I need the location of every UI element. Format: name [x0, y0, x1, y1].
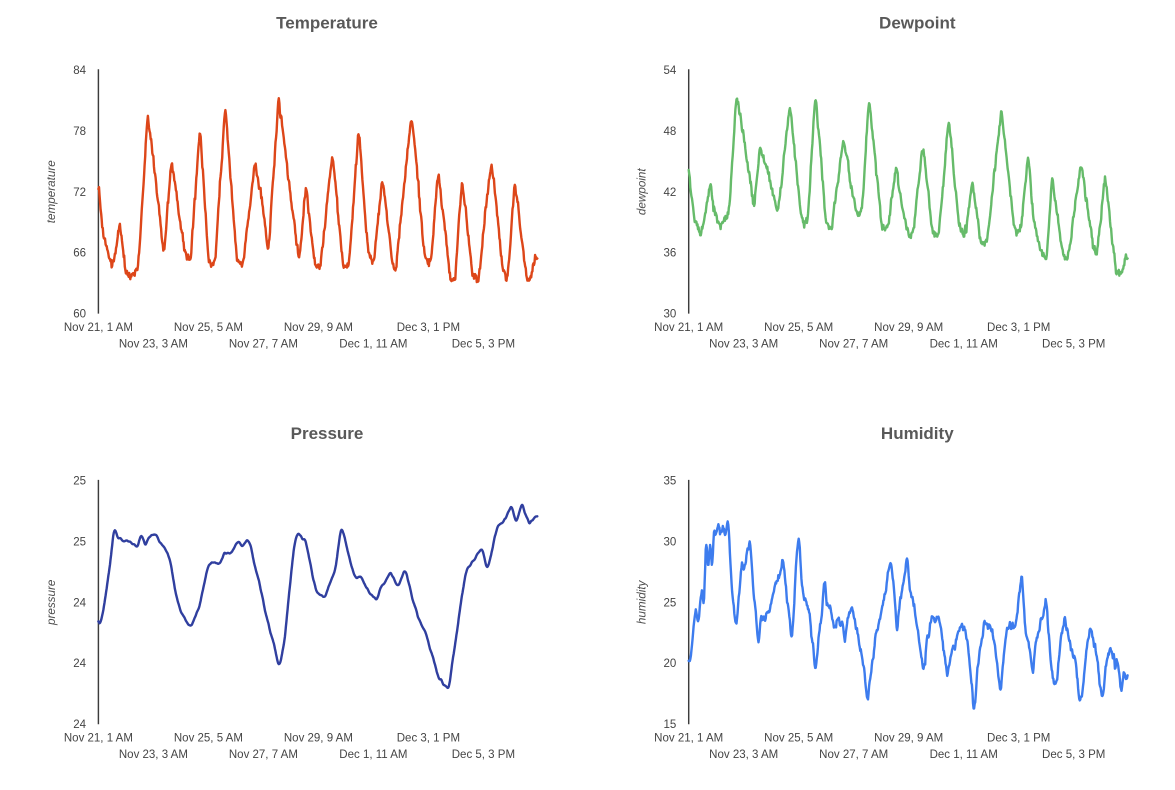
svg-text:Dec 1, 11 AM: Dec 1, 11 AM — [930, 749, 998, 761]
svg-text:Dec 3, 1 PM: Dec 3, 1 PM — [987, 733, 1050, 745]
svg-text:humidity: humidity — [635, 579, 648, 624]
svg-text:Dec 5, 3 PM: Dec 5, 3 PM — [452, 338, 515, 350]
svg-text:15: 15 — [664, 719, 677, 731]
svg-text:pressure: pressure — [45, 579, 58, 626]
svg-text:Nov 25, 5 AM: Nov 25, 5 AM — [174, 733, 243, 745]
svg-text:60: 60 — [73, 309, 86, 321]
svg-text:66: 66 — [73, 248, 86, 260]
svg-text:36: 36 — [664, 248, 677, 260]
svg-text:24: 24 — [73, 658, 86, 670]
svg-text:72: 72 — [73, 187, 86, 199]
svg-text:Nov 23, 3 AM: Nov 23, 3 AM — [709, 749, 778, 761]
svg-text:Dec 5, 3 PM: Dec 5, 3 PM — [1042, 749, 1105, 761]
svg-text:48: 48 — [664, 126, 677, 138]
svg-text:Nov 21, 1 AM: Nov 21, 1 AM — [64, 733, 133, 745]
svg-text:Dec 1, 11 AM: Dec 1, 11 AM — [339, 749, 407, 761]
svg-text:Dec 5, 3 PM: Dec 5, 3 PM — [1042, 338, 1105, 350]
svg-text:Dec 1, 11 AM: Dec 1, 11 AM — [930, 338, 998, 350]
svg-text:Nov 21, 1 AM: Nov 21, 1 AM — [64, 322, 133, 334]
svg-text:30: 30 — [664, 537, 677, 549]
svg-text:24: 24 — [73, 597, 86, 609]
svg-text:Nov 29, 9 AM: Nov 29, 9 AM — [874, 322, 943, 334]
svg-text:Nov 29, 9 AM: Nov 29, 9 AM — [874, 733, 943, 745]
svg-text:Temperature: Temperature — [276, 13, 378, 32]
svg-text:Nov 29, 9 AM: Nov 29, 9 AM — [284, 733, 353, 745]
svg-text:Dec 1, 11 AM: Dec 1, 11 AM — [339, 338, 407, 350]
svg-text:Nov 29, 9 AM: Nov 29, 9 AM — [284, 322, 353, 334]
svg-text:42: 42 — [664, 187, 677, 199]
svg-text:Dec 5, 3 PM: Dec 5, 3 PM — [452, 749, 515, 761]
svg-text:Dec 3, 1 PM: Dec 3, 1 PM — [397, 322, 460, 334]
svg-text:Nov 25, 5 AM: Nov 25, 5 AM — [764, 733, 833, 745]
svg-text:Nov 21, 1 AM: Nov 21, 1 AM — [654, 733, 723, 745]
svg-text:Nov 23, 3 AM: Nov 23, 3 AM — [119, 338, 188, 350]
svg-text:Nov 23, 3 AM: Nov 23, 3 AM — [709, 338, 778, 350]
svg-text:25: 25 — [664, 597, 677, 609]
svg-text:Nov 27, 7 AM: Nov 27, 7 AM — [819, 749, 888, 761]
svg-text:35: 35 — [664, 476, 677, 488]
svg-text:dewpoint: dewpoint — [635, 168, 648, 216]
svg-text:25: 25 — [73, 537, 86, 549]
svg-text:Dewpoint: Dewpoint — [879, 13, 956, 32]
svg-text:20: 20 — [664, 658, 677, 670]
svg-text:Pressure: Pressure — [291, 424, 364, 443]
svg-text:30: 30 — [664, 309, 677, 321]
svg-text:84: 84 — [73, 65, 86, 77]
svg-text:Nov 25, 5 AM: Nov 25, 5 AM — [174, 322, 243, 334]
svg-text:Dec 3, 1 PM: Dec 3, 1 PM — [397, 733, 460, 745]
svg-text:54: 54 — [664, 65, 677, 77]
svg-text:Nov 27, 7 AM: Nov 27, 7 AM — [229, 338, 298, 350]
svg-text:78: 78 — [73, 126, 86, 138]
svg-text:Nov 21, 1 AM: Nov 21, 1 AM — [654, 322, 723, 334]
svg-text:Nov 25, 5 AM: Nov 25, 5 AM — [764, 322, 833, 334]
svg-text:25: 25 — [73, 476, 86, 488]
svg-text:Nov 23, 3 AM: Nov 23, 3 AM — [119, 749, 188, 761]
svg-text:24: 24 — [73, 719, 86, 731]
svg-text:Nov 27, 7 AM: Nov 27, 7 AM — [819, 338, 888, 350]
svg-text:Humidity: Humidity — [881, 424, 954, 443]
svg-text:Nov 27, 7 AM: Nov 27, 7 AM — [229, 749, 298, 761]
svg-text:temperature: temperature — [45, 160, 58, 224]
svg-text:Dec 3, 1 PM: Dec 3, 1 PM — [987, 322, 1050, 334]
